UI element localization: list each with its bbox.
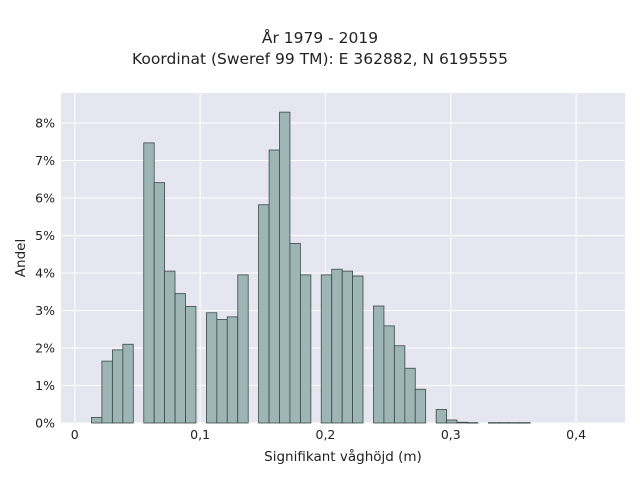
histogram-bar: [122, 343, 134, 424]
x-axis-ticks: 0 0,1 0,2 0,3 0,4: [71, 427, 586, 442]
histogram-bar: [112, 349, 124, 424]
histogram-bar: [164, 270, 176, 424]
x-tick-label: 0,4: [566, 427, 586, 442]
histogram-bar: [185, 305, 197, 424]
histogram-bars: [91, 111, 531, 424]
histogram-bar: [508, 422, 521, 424]
histogram-bar: [237, 274, 249, 424]
histogram-bar: [498, 422, 510, 424]
histogram-bar: [91, 416, 103, 424]
y-tick-label: 0%: [35, 416, 55, 431]
histogram-bar: [488, 422, 500, 424]
histogram-bar: [414, 388, 427, 424]
x-tick-label: 0,1: [190, 427, 210, 442]
histogram-bar: [174, 293, 186, 424]
histogram-bar: [404, 367, 416, 424]
histogram-bar: [153, 182, 166, 424]
histogram-bar: [373, 305, 385, 424]
histogram-bar: [300, 274, 312, 424]
y-axis-ticks: 0% 1% 2% 3% 4% 5% 6% 7% 8%: [35, 116, 55, 431]
histogram-bar: [279, 111, 291, 424]
histogram-bar: [341, 270, 354, 424]
histogram-bar: [467, 422, 479, 424]
chart-title: År 1979 - 2019: [261, 29, 379, 47]
y-tick-label: 7%: [35, 153, 55, 168]
y-tick-label: 4%: [35, 266, 55, 281]
histogram-bar: [519, 422, 531, 424]
chart-title-block: År 1979 - 2019 Koordinat (Sweref 99 TM):…: [0, 28, 640, 70]
histogram-bar: [143, 142, 155, 424]
y-tick-label: 8%: [35, 116, 55, 131]
histogram-bar: [101, 360, 113, 424]
histogram-bar: [446, 419, 458, 424]
histogram-bar: [289, 242, 301, 424]
x-axis-label: Signifikant våghöjd (m): [264, 448, 422, 465]
histogram-bar: [435, 409, 448, 424]
histogram-bar: [268, 149, 280, 424]
x-tick-label: 0,3: [441, 427, 461, 442]
histogram-bar: [456, 421, 468, 424]
histogram-bar: [331, 268, 343, 424]
y-axis-label: Andel: [13, 239, 29, 277]
y-tick-label: 1%: [35, 378, 55, 393]
histogram-bar: [352, 275, 364, 424]
y-tick-label: 5%: [35, 228, 55, 243]
histogram-bar: [206, 312, 218, 424]
histogram-bar: [394, 345, 406, 424]
x-tick-label: 0,2: [316, 427, 336, 442]
y-tick-label: 3%: [35, 303, 55, 318]
histogram-bar: [216, 319, 228, 424]
y-tick-label: 2%: [35, 341, 55, 356]
chart-subtitle: Koordinat (Sweref 99 TM): E 362882, N 61…: [132, 50, 508, 68]
histogram-bar: [320, 274, 333, 424]
x-tick-label: 0: [71, 427, 79, 442]
histogram-bar: [383, 325, 395, 424]
y-tick-label: 6%: [35, 191, 55, 206]
histogram-bar: [258, 204, 270, 424]
histogram-bar: [226, 316, 239, 424]
